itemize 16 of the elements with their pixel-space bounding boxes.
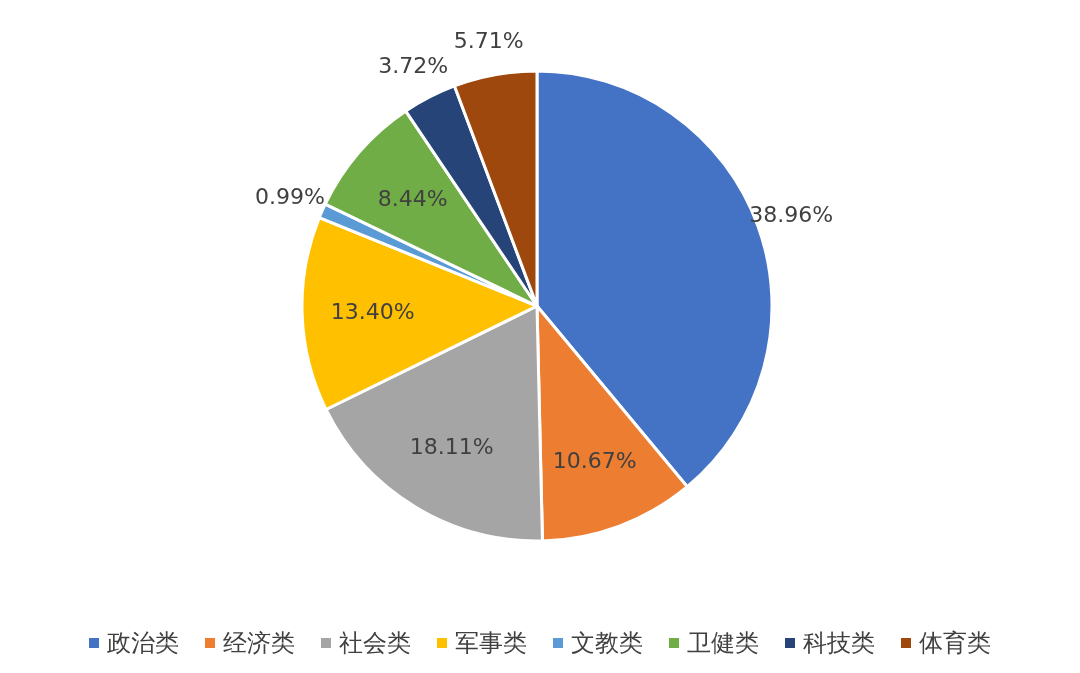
data-label: 8.44%	[377, 185, 448, 211]
legend-label: 科技类	[803, 629, 875, 657]
legend-label: 经济类	[223, 629, 295, 657]
legend-label: 文教类	[571, 629, 643, 657]
legend-label: 军事类	[455, 629, 527, 657]
data-label: 13.40%	[330, 299, 415, 325]
data-label: 10.67%	[552, 447, 637, 473]
legend-label: 政治类	[107, 629, 179, 657]
legend-label: 体育类	[919, 629, 991, 657]
data-label: 18.11%	[409, 434, 494, 460]
legend-label: 卫健类	[687, 629, 759, 657]
data-label: 3.72%	[378, 53, 449, 79]
data-label: 0.99%	[254, 184, 325, 210]
data-label: 5.71%	[453, 27, 524, 53]
legend-label: 社会类	[339, 629, 411, 657]
data-label: 38.96%	[749, 201, 834, 227]
